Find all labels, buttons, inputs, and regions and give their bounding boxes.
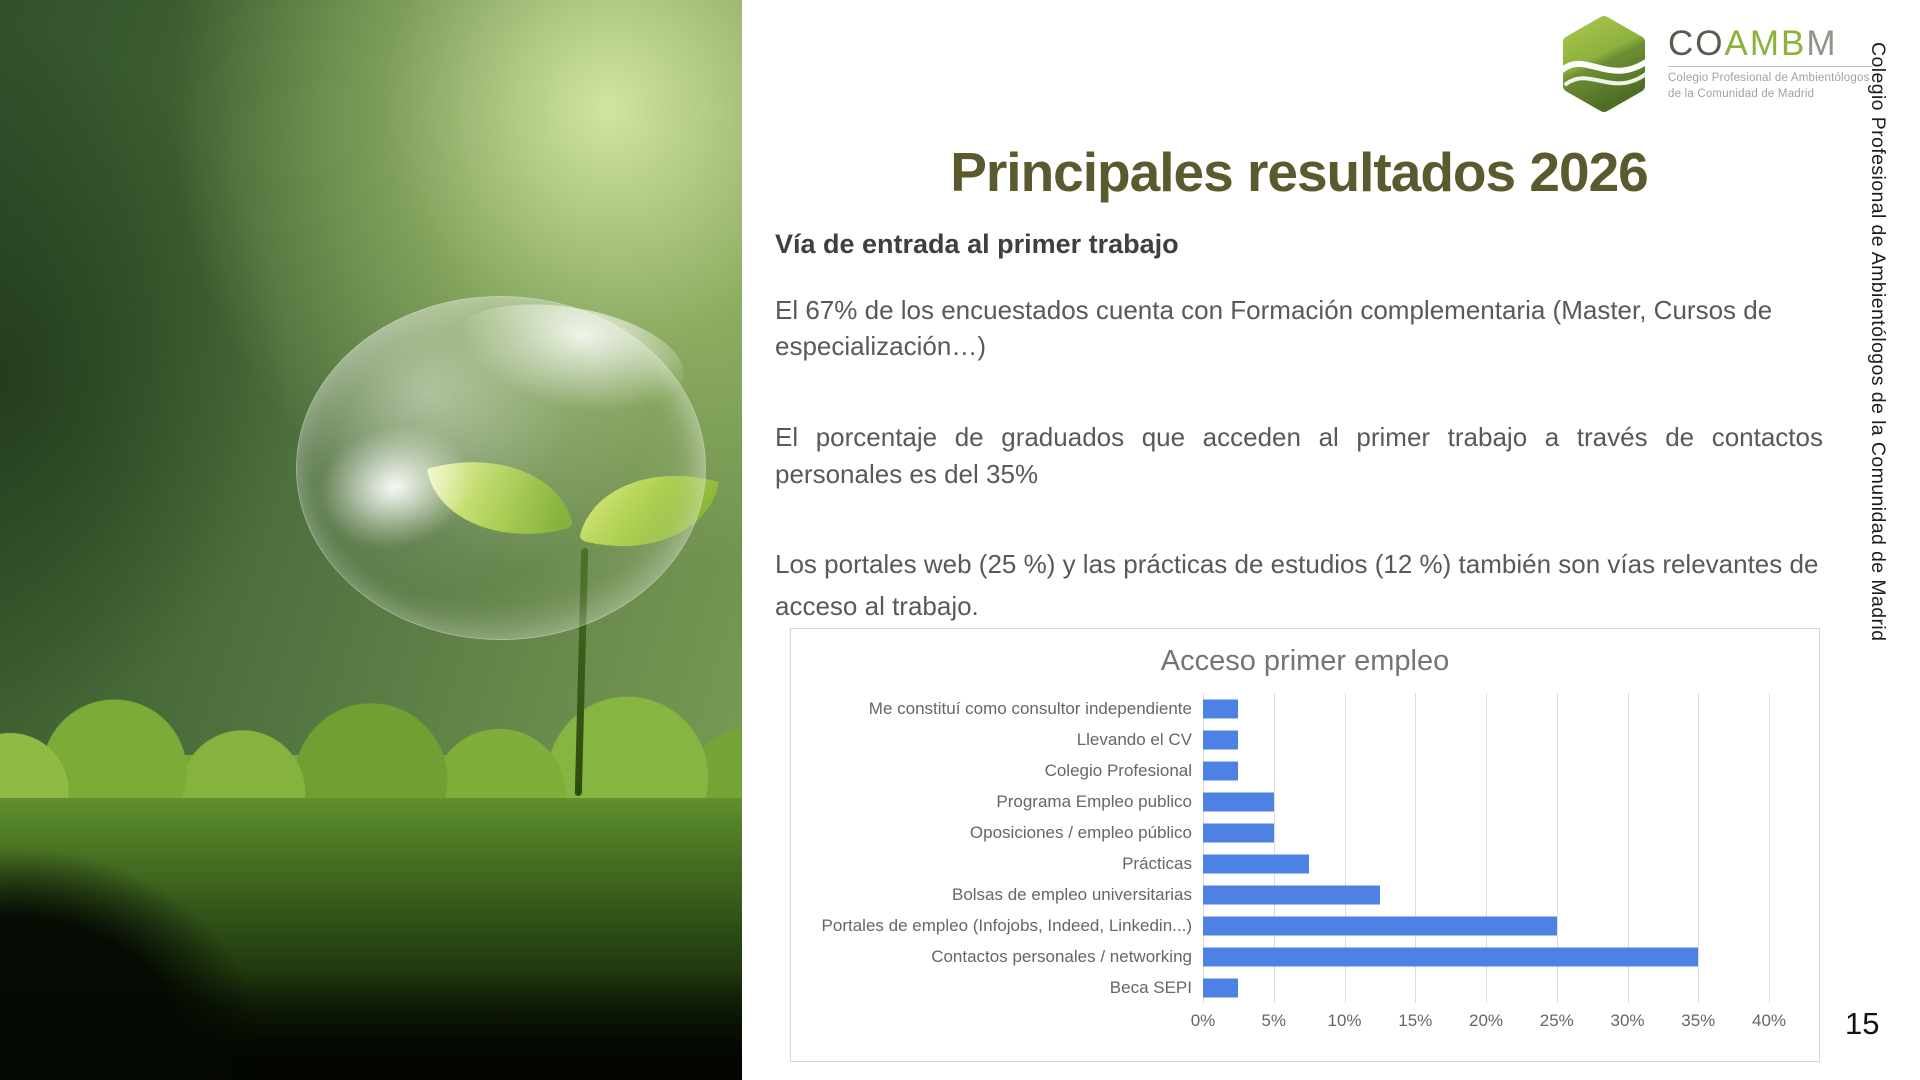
x-tick-label: 15%	[1398, 1011, 1433, 1030]
chart-row: Programa Empleo publico	[803, 786, 1769, 817]
x-tick-label: 5%	[1261, 1011, 1287, 1030]
chart-category-label: Contactos personales / networking	[931, 946, 1192, 966]
paragraph-contactos: El porcentaje de graduados que acceden a…	[775, 422, 1823, 490]
chart-category-label: Portales de empleo (Infojobs, Indeed, Li…	[821, 915, 1192, 935]
paragraph-formacion: El 67% de los encuestados cuenta con For…	[775, 294, 1773, 362]
chart-axis: 0% 5% 10% 15% 20% 25% 30% 35% 40%	[1191, 1003, 1786, 1037]
chart-bar-track	[1203, 879, 1769, 910]
gridline	[1273, 693, 1275, 1003]
gridline	[1627, 693, 1629, 1003]
x-tick-label: 25%	[1539, 1011, 1574, 1030]
chart-row: Contactos personales / networking	[803, 941, 1769, 972]
gridline	[1769, 693, 1770, 1003]
chart-category-label: Prácticas	[1122, 853, 1192, 873]
coambm-logo: COAMBM Colegio Profesional de Ambientólo…	[1552, 14, 1873, 114]
logo-caption-line2: de la Comunidad de Madrid	[1668, 87, 1815, 100]
x-tick-label: 20%	[1468, 1011, 1504, 1030]
photo-vignette	[0, 0, 742, 1080]
chart-bar-track	[1203, 817, 1769, 848]
chart-category-label: Llevando el CV	[1076, 729, 1192, 749]
chart-bar	[1203, 730, 1239, 749]
coambm-logo-text: COAMBM Colegio Profesional de Ambientólo…	[1668, 14, 1873, 102]
chart-row: Prácticas	[803, 848, 1769, 879]
chart-bar-track	[1203, 755, 1769, 786]
chart-row: Portales de empleo (Infojobs, Indeed, Li…	[803, 910, 1769, 941]
coambm-acronym-part: CO	[1668, 24, 1725, 63]
chart-bar-track	[1203, 786, 1769, 817]
chart-bar	[1203, 823, 1274, 842]
bar-chart: Acceso primer empleo Me constituí como c…	[790, 628, 1820, 1062]
chart-row: Beca SEPI	[803, 972, 1769, 1003]
chart-row: Llevando el CV	[803, 724, 1769, 755]
logo-caption-line1: Colegio Profesional de Ambientólogos	[1668, 72, 1870, 84]
chart-area: Me constituí como consultor independient…	[791, 693, 1819, 1003]
page-title: Principales resultados 2026	[950, 141, 1649, 203]
coambm-acronym-part: M	[1806, 24, 1838, 63]
logo-divider	[1668, 66, 1873, 67]
section-subtitle: Vía de entrada al primer trabajo	[775, 228, 1179, 259]
chart-category-label: Oposiciones / empleo público	[969, 822, 1192, 842]
chart-category-label: Me constituí como consultor independient…	[868, 698, 1192, 718]
side-vertical-text: Colegio Profesional de Ambientólogos de …	[1867, 42, 1889, 642]
x-tick-label: 40%	[1751, 1011, 1787, 1030]
coambm-acronym-part: AMB	[1724, 24, 1807, 63]
chart-category-label: Colegio Profesional	[1044, 760, 1192, 780]
chart-category-label: Beca SEPI	[1109, 977, 1192, 997]
chart-bar-track	[1203, 724, 1769, 755]
chart-bar	[1203, 854, 1310, 873]
gridline	[1698, 693, 1700, 1003]
gridline	[1344, 693, 1346, 1003]
chart-bar	[1203, 761, 1239, 780]
coambm-acronym: COAMBM	[1668, 26, 1873, 61]
gridline	[1203, 693, 1204, 1003]
gridline	[1486, 693, 1487, 1003]
chart-category-label: Bolsas de empleo universitarias	[951, 884, 1192, 904]
chart-bar	[1203, 978, 1239, 997]
x-tick-label: 10%	[1327, 1011, 1362, 1030]
chart-bar	[1203, 699, 1239, 718]
chart-row: Colegio Profesional	[803, 755, 1769, 786]
chart-row: Me constituí como consultor independient…	[803, 693, 1769, 724]
page-number: 15	[1845, 1006, 1880, 1041]
x-tick-label: 30%	[1610, 1011, 1645, 1030]
chart-bar-track	[1203, 941, 1769, 972]
nature-photo	[0, 0, 742, 1080]
chart-bar-track	[1203, 848, 1769, 879]
gridline	[1556, 693, 1558, 1003]
chart-gridlines	[1203, 693, 1770, 1003]
gridline	[1415, 693, 1417, 1003]
content-column: Principales resultados 2026 Vía de entra…	[775, 142, 1823, 627]
chart-bar	[1203, 885, 1380, 904]
chart-bar	[1203, 947, 1699, 966]
chart-row: Bolsas de empleo universitarias	[803, 879, 1769, 910]
chart-row: Oposiciones / empleo público	[803, 817, 1769, 848]
x-tick-label: 35%	[1681, 1011, 1716, 1030]
chart-bar-track	[1203, 693, 1769, 724]
chart-bar-track	[1203, 910, 1769, 941]
coambm-hexagon-icon	[1559, 16, 1652, 112]
chart-rows: Me constituí como consultor independient…	[803, 693, 1769, 1003]
chart-category-label: Programa Empleo publico	[996, 791, 1192, 811]
chart-bar	[1203, 792, 1274, 811]
chart-title: Acceso primer empleo	[1160, 645, 1450, 677]
chart-bar-track	[1203, 972, 1769, 1003]
paragraph-portales: Los portales web (25 %) y las prácticas …	[775, 549, 1819, 622]
chart-bar	[1203, 916, 1557, 935]
x-tick-label: 0%	[1190, 1011, 1216, 1030]
